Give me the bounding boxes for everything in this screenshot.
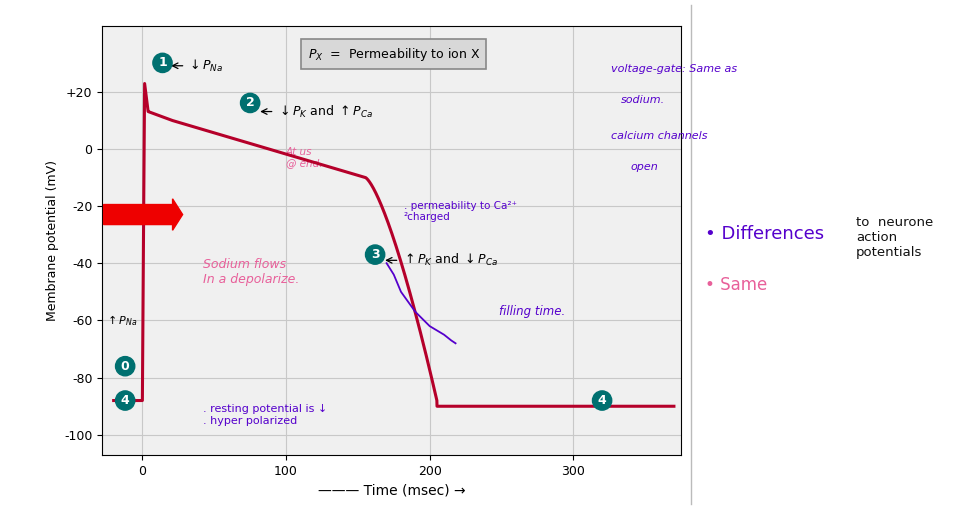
Text: At us
@ end.: At us @ end. (286, 146, 322, 168)
Text: . resting potential is ↓
. hyper polarized: . resting potential is ↓ . hyper polariz… (202, 404, 327, 426)
Text: 4: 4 (121, 394, 129, 407)
Text: calcium channels: calcium channels (611, 131, 707, 141)
Text: 2: 2 (246, 97, 255, 109)
Text: . permeability to Ca²⁺
²charged: . permeability to Ca²⁺ ²charged (404, 201, 517, 223)
Text: open: open (631, 161, 659, 172)
Text: 3: 3 (371, 248, 379, 261)
Text: $\downarrow P_K$ and $\uparrow P_{Ca}$: $\downarrow P_K$ and $\uparrow P_{Ca}$ (277, 103, 374, 120)
Y-axis label: Membrane potential (mV): Membrane potential (mV) (46, 160, 58, 321)
Text: $P_X$  =  Permeability to ion X: $P_X$ = Permeability to ion X (307, 46, 480, 63)
Text: $\downarrow P_{Na}$: $\downarrow P_{Na}$ (187, 58, 223, 74)
X-axis label: ——— Time (msec) →: ——— Time (msec) → (318, 483, 465, 497)
Text: Sodium flows
In a depolarize.: Sodium flows In a depolarize. (202, 258, 299, 286)
Text: • Same: • Same (705, 277, 768, 295)
Text: to  neurone
action
potentials: to neurone action potentials (856, 216, 933, 259)
Text: 4: 4 (597, 394, 606, 407)
Text: 1: 1 (159, 57, 167, 69)
Text: $\uparrow P_{Na}$: $\uparrow P_{Na}$ (105, 313, 137, 328)
FancyArrow shape (103, 199, 183, 230)
Text: sodium.: sodium. (621, 95, 665, 105)
Text: • Differences: • Differences (705, 225, 824, 243)
Text: filling time.: filling time. (498, 305, 565, 318)
Text: $\uparrow P_K$ and $\downarrow P_{Ca}$: $\uparrow P_K$ and $\downarrow P_{Ca}$ (403, 252, 498, 268)
Text: 0: 0 (121, 360, 129, 373)
Text: voltage-gate: Same as: voltage-gate: Same as (611, 64, 738, 74)
